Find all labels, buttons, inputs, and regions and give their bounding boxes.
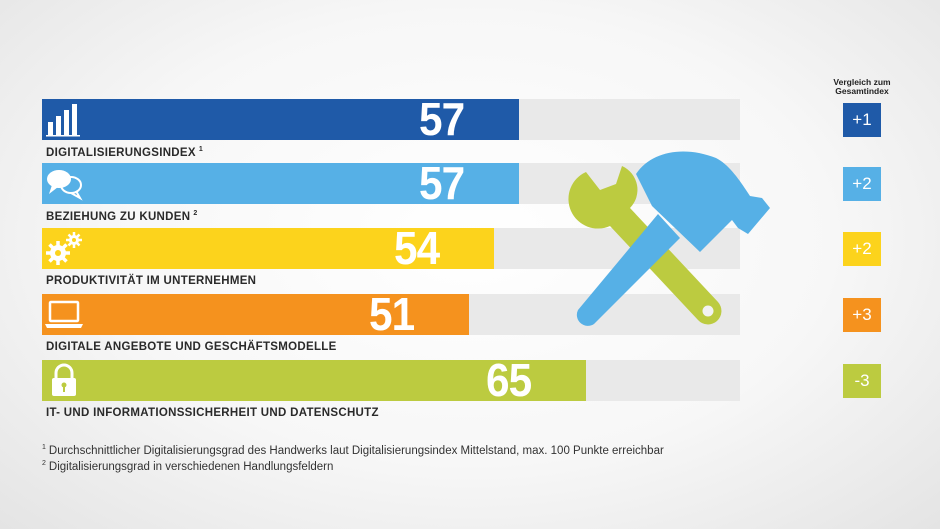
footnote-1-ref: 1	[42, 444, 46, 451]
comparison-header: Vergleich zum Gesamtindex	[822, 78, 902, 96]
footnote-1-text: Durchschnittlicher Digitalisierungsgrad …	[48, 444, 664, 457]
bar-track: 65	[42, 354, 740, 406]
bar-value-label: 57	[418, 93, 465, 145]
category-label-text: IT- UND INFORMATIONSSICHERHEIT UND DATEN…	[46, 407, 379, 419]
gears-icon	[44, 231, 84, 266]
bar-value-label: 65	[485, 354, 532, 406]
speech-bubbles-icon	[44, 166, 84, 201]
comparison-header-line-2: Gesamtindex	[835, 86, 889, 96]
comparison-header-line-1: Vergleich zum	[833, 77, 891, 87]
bar: 54	[42, 222, 494, 274]
bar-value-label: 57	[418, 157, 465, 209]
category-label: DIGITALE ANGEBOTE UND GESCHÄFTSMODELLE	[46, 341, 337, 353]
bar: 57	[42, 157, 519, 209]
category-label-text: DIGITALISIERUNGSINDEX	[46, 146, 196, 159]
footnote-2: 2 Digitalisierungsgrad in verschiedenen H…	[42, 460, 333, 473]
category-label-text: PRODUKTIVITÄT IM UNTERNEHMEN	[46, 275, 257, 287]
footnote-2-ref: 2	[42, 460, 46, 467]
bar-track: 51	[42, 288, 740, 340]
category-label: PRODUKTIVITÄT IM UNTERNEHMEN	[46, 275, 256, 287]
footnote-ref: 1	[198, 146, 204, 153]
category-label-text: DIGITALE ANGEBOTE UND GESCHÄFTSMODELLE	[46, 341, 337, 353]
bar: 65	[42, 354, 586, 406]
bar: 51	[42, 288, 469, 340]
footnote-1: 1 Durchschnittlicher Digitalisierungsgrad…	[42, 444, 664, 457]
comparison-value: +1	[843, 103, 881, 137]
bar: 57	[42, 93, 519, 145]
category-label: DIGITALISIERUNGSINDEX 1	[46, 146, 203, 159]
category-label: IT- UND INFORMATIONSSICHERHEIT UND DATEN…	[46, 407, 379, 419]
bar-value-label: 54	[393, 222, 440, 274]
bar-chart-icon	[44, 102, 84, 137]
comparison-value: +2	[843, 232, 881, 266]
comparison-value: +2	[843, 167, 881, 201]
bar-value-label: 51	[368, 288, 415, 340]
footnote-ref: 2	[193, 210, 198, 217]
footnote-2-text: Digitalisierungsgrad in verschiedenen Ha…	[48, 460, 334, 473]
laptop-icon	[44, 297, 84, 332]
tools-illustration	[568, 151, 770, 326]
hammer-icon	[576, 151, 770, 326]
bar-track: 57	[42, 93, 740, 145]
padlock-icon	[44, 363, 84, 398]
comparison-value: +3	[843, 298, 881, 332]
category-label: BEZIEHUNG ZU KUNDEN 2	[46, 210, 198, 223]
category-label-text: BEZIEHUNG ZU KUNDEN	[46, 210, 191, 223]
comparison-value: -3	[843, 364, 881, 398]
